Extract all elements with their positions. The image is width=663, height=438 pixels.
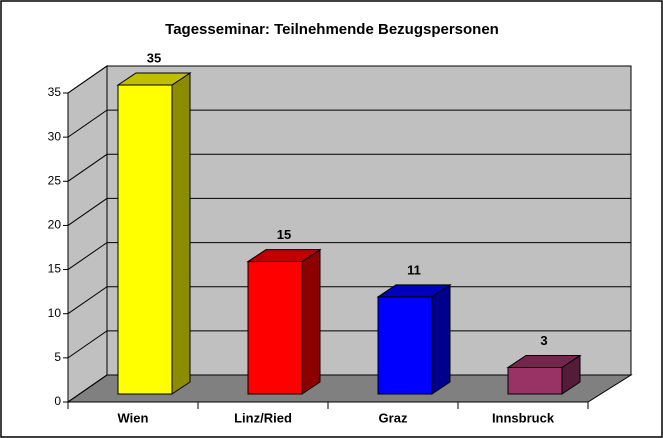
value-label: 3	[540, 333, 547, 348]
x-tick-label: Linz/Ried	[234, 410, 292, 425]
grid-line	[67, 153, 631, 182]
y-tick-label: 15	[48, 262, 62, 276]
y-tick-label: 5	[54, 350, 61, 364]
grid-line	[67, 242, 631, 270]
grid-line	[67, 197, 631, 226]
x-tick-label: Graz	[379, 410, 408, 425]
bar	[377, 296, 433, 395]
value-label: 15	[277, 227, 291, 242]
y-tick-label: 25	[48, 173, 62, 187]
plot: 0 5 10 15 20 25 30 35 Wien 35 Linz/Ried 15 Graz 11 Inn…	[48, 50, 633, 425]
value-label: 11	[407, 262, 421, 277]
chart-title: Tagesseminar: Teilnehmende Bezugspersone…	[165, 21, 499, 38]
side-wall	[67, 65, 108, 403]
bar	[117, 84, 173, 395]
y-tick-label: 0	[54, 394, 61, 408]
y-tick-label: 20	[48, 218, 62, 232]
bar	[247, 261, 303, 395]
grid-line	[67, 374, 631, 403]
y-tick-label: 30	[48, 129, 62, 143]
bar-side	[301, 248, 321, 395]
grid-line	[67, 286, 631, 315]
grid-line	[67, 109, 631, 138]
y-tick-label: 35	[48, 85, 62, 99]
x-tick-label: Innsbruck	[492, 410, 555, 425]
y-tick-label: 10	[48, 306, 62, 320]
bar	[507, 367, 563, 395]
grid-line	[67, 330, 631, 359]
grid-line	[67, 65, 631, 94]
bar-side	[431, 283, 451, 395]
value-label: 35	[147, 50, 161, 65]
bar-side	[171, 72, 191, 395]
x-tick-label: Wien	[118, 410, 149, 425]
